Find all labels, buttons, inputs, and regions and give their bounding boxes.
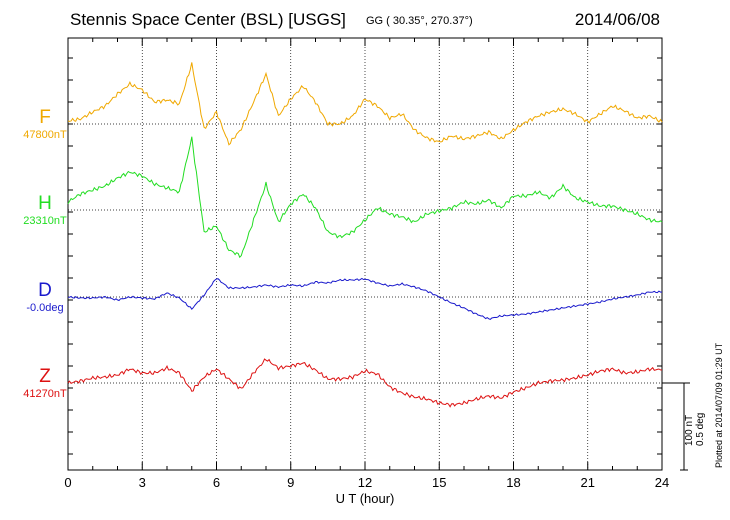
series-line-D	[68, 277, 663, 320]
x-tick-label: 3	[139, 475, 146, 490]
series-line-F	[67, 62, 663, 146]
label-D-letter: D	[38, 280, 52, 301]
x-tick-label: 9	[287, 475, 294, 490]
chart-header: Stennis Space Center (BSL) [USGS] GG ( 3…	[0, 10, 730, 34]
x-tick-label: 6	[213, 475, 220, 490]
scale-bar-label-deg: 0.5 deg	[695, 413, 706, 446]
station-coordinates: GG ( 30.35°, 270.37°)	[366, 15, 473, 27]
x-tick-label: 15	[432, 475, 446, 490]
plot-date: 2014/06/08	[574, 10, 660, 29]
label-Z: Z 41270nT	[5, 367, 85, 401]
label-H-baseline: 23310nT	[23, 215, 67, 227]
label-F-baseline: 47800nT	[23, 129, 67, 141]
label-D-baseline: -0.0deg	[26, 302, 64, 314]
x-tick-label: 12	[358, 475, 372, 490]
plotted-timestamp: Plotted at 2014/07/09 01:29 UT	[714, 342, 724, 468]
label-F-letter: F	[39, 107, 51, 128]
series-line-Z	[67, 358, 663, 408]
x-tick-label: 21	[581, 475, 595, 490]
series-line-H	[67, 136, 663, 259]
x-tick-label: 18	[506, 475, 520, 490]
scale-bar-label-nt: 100 nT	[684, 415, 695, 446]
label-F: F 47800nT	[5, 108, 85, 142]
label-H-letter: H	[38, 193, 52, 214]
label-Z-baseline: 41270nT	[23, 388, 67, 400]
x-tick-label: 0	[64, 475, 71, 490]
label-Z-letter: Z	[39, 366, 51, 387]
x-axis-label: U T (hour)	[336, 491, 395, 506]
x-tick-label: 24	[655, 475, 669, 490]
station-title: Stennis Space Center (BSL) [USGS]	[70, 10, 346, 29]
label-D: D -0.0deg	[5, 281, 85, 315]
label-H: H 23310nT	[5, 194, 85, 228]
